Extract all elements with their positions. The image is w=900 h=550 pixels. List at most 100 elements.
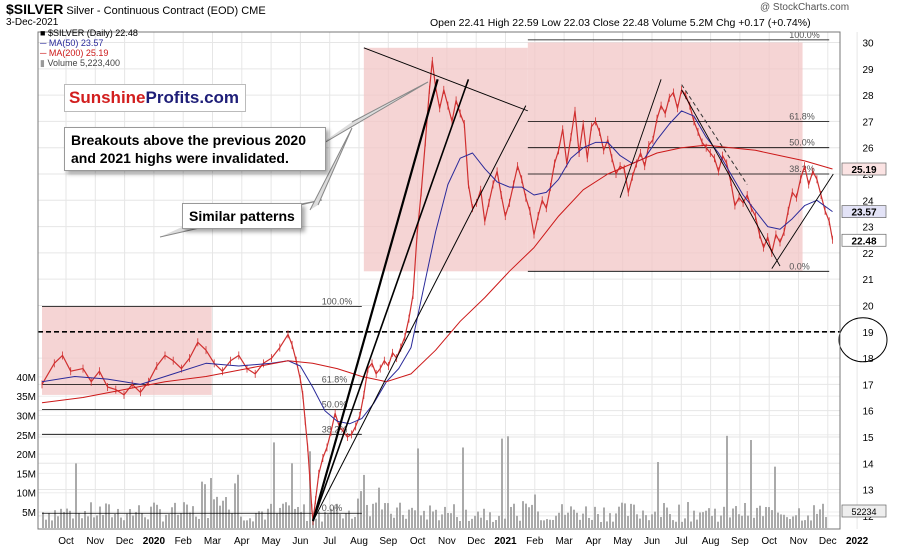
volume-bar bbox=[327, 514, 329, 528]
x-tick-label: Nov bbox=[790, 536, 808, 547]
fib-level-label: 61.8% bbox=[322, 374, 348, 384]
y-tick-label: 24 bbox=[862, 196, 874, 207]
legend-price: ■ $SILVER (Daily) 22.48 bbox=[40, 28, 138, 38]
volume-bar bbox=[504, 518, 506, 528]
volume-bar bbox=[243, 520, 245, 528]
volume-bar bbox=[141, 513, 143, 528]
volume-bar bbox=[576, 512, 578, 528]
volume-bar bbox=[687, 502, 689, 528]
y-tick-label: 22 bbox=[862, 249, 874, 260]
volume-bar bbox=[171, 507, 173, 528]
highlight-ellipse bbox=[838, 317, 888, 363]
volume-bar bbox=[735, 506, 737, 528]
x-tick-label: 2020 bbox=[143, 536, 166, 547]
volume-bar bbox=[699, 512, 701, 528]
volume-bar bbox=[822, 503, 824, 528]
volume-bar bbox=[276, 513, 278, 528]
volume-bar bbox=[84, 510, 86, 528]
volume-tick-label: 35M bbox=[17, 392, 36, 403]
volume-bar bbox=[447, 513, 449, 528]
volume-bar bbox=[585, 506, 587, 528]
volume-bar bbox=[558, 512, 560, 528]
price-tag-label: 22.48 bbox=[851, 236, 876, 247]
ma200-line bbox=[41, 144, 833, 404]
y-tick-label: 27 bbox=[862, 117, 874, 128]
volume-bar bbox=[756, 507, 758, 528]
volume-bar bbox=[495, 520, 497, 528]
y-tick-label: 28 bbox=[862, 91, 874, 102]
fib-level-label: 0.0% bbox=[322, 503, 343, 513]
volume-bar bbox=[114, 513, 116, 528]
volume-bar bbox=[285, 502, 287, 528]
volume-bar bbox=[72, 518, 74, 528]
volume-bar bbox=[342, 518, 344, 528]
volume-bar bbox=[639, 518, 641, 528]
volume-bar bbox=[444, 506, 446, 528]
volume-bar bbox=[189, 512, 191, 528]
volume-bar bbox=[630, 503, 632, 528]
volume-bar bbox=[195, 516, 197, 528]
x-tick-label: Apr bbox=[234, 536, 250, 547]
volume-bar bbox=[771, 510, 773, 528]
x-tick-label: Oct bbox=[58, 536, 74, 547]
volume-bar bbox=[825, 517, 827, 528]
volume-bar bbox=[201, 481, 203, 528]
volume-bar bbox=[348, 510, 350, 528]
volume-bar bbox=[51, 520, 53, 528]
volume-bar bbox=[306, 520, 308, 528]
volume-bar bbox=[732, 508, 734, 528]
volume-bar bbox=[480, 517, 482, 528]
x-tick-label: Jun bbox=[292, 536, 308, 547]
volume-bar bbox=[582, 513, 584, 528]
breakout-pointer bbox=[311, 81, 429, 151]
volume-bar bbox=[501, 438, 503, 528]
volume-bar bbox=[612, 521, 614, 528]
volume-bar bbox=[111, 517, 113, 528]
volume-tag-box bbox=[841, 504, 887, 518]
source-credit: @ StockCharts.com bbox=[760, 2, 850, 13]
ohlc-readout: Open 22.41 High 22.59 Low 22.03 Close 22… bbox=[430, 17, 811, 29]
fib-level-label: 38.2% bbox=[322, 424, 348, 434]
volume-bar bbox=[333, 507, 335, 528]
x-tick-label: 2022 bbox=[846, 536, 869, 547]
volume-bar bbox=[210, 478, 212, 528]
volume-bar bbox=[288, 505, 290, 528]
volume-bar bbox=[651, 514, 653, 528]
volume-tick-label: 10M bbox=[17, 489, 36, 500]
volume-bar bbox=[516, 515, 518, 528]
volume-bar bbox=[402, 514, 404, 528]
volume-bar bbox=[222, 500, 224, 528]
volume-bar bbox=[168, 514, 170, 528]
volume-bar bbox=[63, 512, 65, 528]
volume-bar bbox=[579, 519, 581, 528]
volume-bar bbox=[300, 511, 302, 528]
y-tick-label: 14 bbox=[862, 459, 874, 470]
volume-bar bbox=[330, 508, 332, 528]
volume-bar bbox=[624, 503, 626, 528]
volume-bar bbox=[531, 504, 533, 528]
volume-bar bbox=[345, 513, 347, 528]
y-tick-label: 15 bbox=[862, 433, 874, 444]
volume-bar bbox=[603, 507, 605, 528]
volume-bar bbox=[519, 520, 521, 528]
volume-bar bbox=[666, 507, 668, 528]
ticker-symbol: $SILVER bbox=[6, 1, 64, 17]
volume-bar bbox=[240, 516, 242, 528]
volume-bar bbox=[186, 504, 188, 528]
x-tick-label: Nov bbox=[86, 536, 104, 547]
volume-bar bbox=[777, 512, 779, 528]
volume-bar bbox=[363, 474, 365, 528]
volume-bar bbox=[423, 510, 425, 528]
volume-bar bbox=[705, 510, 707, 528]
volume-bar bbox=[297, 506, 299, 528]
volume-bar bbox=[507, 436, 509, 528]
volume-bar bbox=[660, 517, 662, 528]
volume-bar bbox=[102, 514, 104, 528]
volume-bar bbox=[759, 505, 761, 528]
volume-bar bbox=[336, 503, 338, 528]
y-tick-label: 23 bbox=[862, 223, 874, 234]
volume-bar bbox=[804, 520, 806, 528]
x-tick-label: Dec bbox=[467, 536, 485, 547]
volume-bar bbox=[228, 509, 230, 528]
consolidation-zone bbox=[363, 47, 528, 272]
